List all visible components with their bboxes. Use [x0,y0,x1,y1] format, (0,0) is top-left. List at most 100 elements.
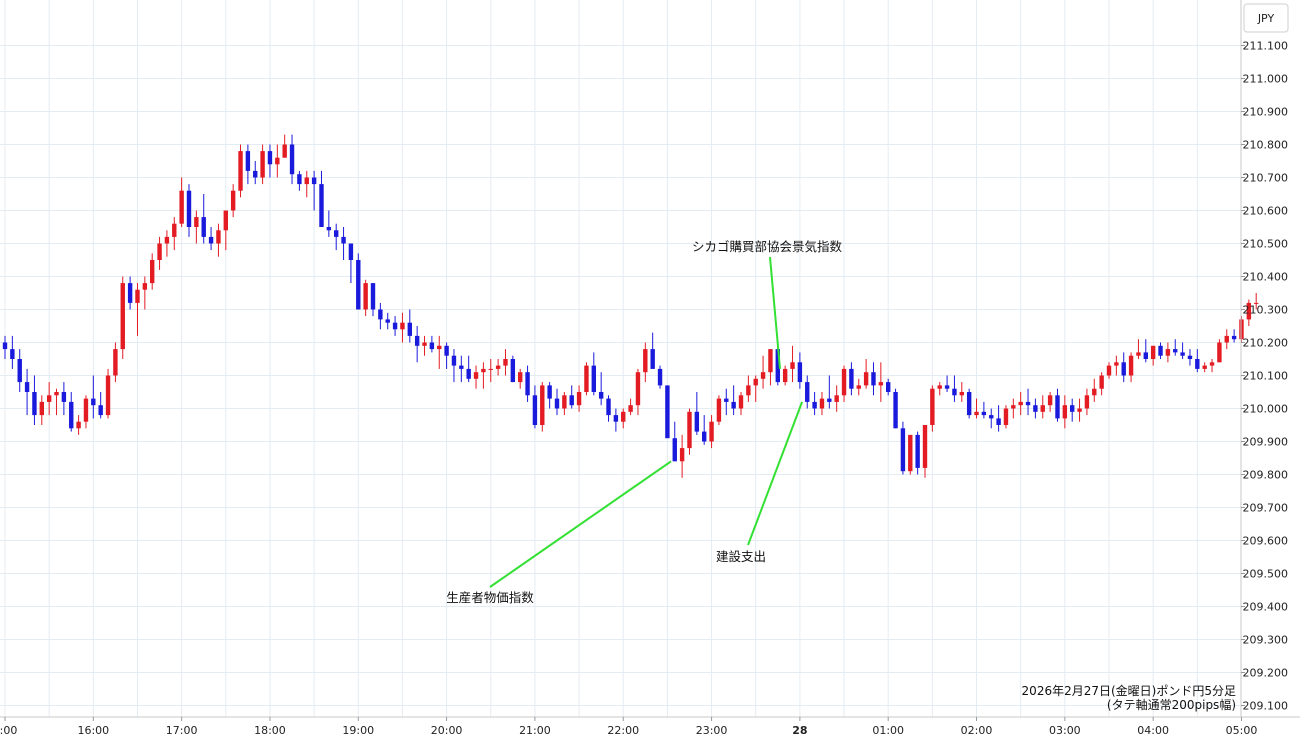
candle-body [930,388,935,425]
candle-body [687,411,692,449]
candle [311,170,317,211]
y-tick-label: 209.700 [1243,502,1289,515]
candle-body [473,372,479,379]
candle [83,395,89,429]
candle [150,253,155,290]
candle [613,408,619,432]
candle-body [1062,405,1068,419]
candle-body [363,283,368,310]
candle [363,279,368,317]
candle-body [282,144,287,158]
candle-body [481,368,486,373]
candle-body [370,283,376,310]
candle-body [598,392,604,399]
candle [996,405,1001,432]
candle-body [348,243,354,260]
y-tick-label: 210.100 [1243,370,1289,383]
candle [819,392,825,416]
x-axis: 5:00 16:00 17:00 18:00 19:00 20:00 21:00 22:00 2… [0,717,1257,737]
candle-body [105,375,111,416]
y-tick-label: 210.800 [1243,139,1289,152]
y-tick-label: 210.600 [1243,205,1289,218]
candle [768,349,773,386]
candle [672,421,677,462]
candle [1180,342,1185,359]
candle [1018,392,1023,416]
candle [1040,395,1045,419]
candle-body [245,151,251,171]
candle-body [532,395,538,425]
candle-body [378,309,383,320]
candle-body [1150,345,1156,359]
candle [194,210,199,244]
candle [91,375,96,419]
candle [650,332,655,369]
x-tick-label: 20:00 [431,724,463,737]
candle [172,217,177,251]
caption-line-2: (タテ軸通常200pips幅) [1107,697,1236,712]
candle-body [253,170,258,178]
candle [1070,398,1075,422]
candle [908,434,913,475]
candle-body [665,385,670,439]
candle-body [702,431,707,442]
candle [473,365,479,389]
candle-body [304,177,309,185]
chart-caption: 2026年2月27日(金曜日)ポンド円5分足 (タテ軸通常200pips幅) [1022,683,1236,712]
candle [849,362,854,396]
candle [127,276,133,310]
candle [385,312,390,330]
candle-body [775,349,780,383]
candle-body [186,190,192,227]
candle-body [150,260,155,284]
candle [981,401,987,419]
candle-body [267,151,273,165]
y-tick-label: 209.300 [1243,634,1289,647]
candle-body [709,421,714,442]
candle [694,392,700,435]
candle-body [164,236,170,244]
candle-body [989,415,994,419]
candle-body [1231,335,1237,340]
candle [120,276,125,359]
candle-body [24,382,30,392]
candle-body [1025,401,1031,406]
candle-body [1209,362,1215,366]
candle [782,365,788,386]
candle [429,335,435,353]
grid-lines [0,0,1241,717]
candle [304,170,309,198]
y-tick-label: 210.300 [1243,304,1289,317]
candle [937,382,942,396]
candle [1128,352,1134,383]
candle [1224,329,1229,350]
candle-body [1195,359,1200,369]
candle-body [731,401,736,409]
x-tick-label: 04:00 [1137,724,1169,737]
candle [208,227,214,251]
candle [989,408,994,429]
candle-body [1092,388,1097,396]
candle [731,385,736,416]
candle-body [871,372,876,386]
candle [966,388,972,419]
candle-body [275,157,280,165]
candle-body [547,385,552,399]
candle [164,230,170,257]
annotation-label: シカゴ購買部協会景気指数 [692,239,843,254]
candle-body [297,174,302,185]
candle [32,375,37,425]
candle-body [1055,395,1060,419]
y-tick-label: 209.200 [1243,667,1289,680]
candle [1092,378,1097,402]
candle [400,312,405,343]
candle-body [223,210,228,231]
candle-body [900,428,906,472]
candle [827,375,832,409]
candle-body [429,342,435,350]
candle-body [334,230,339,237]
annotation-label: 生産者物価指数 [446,590,534,605]
candle [275,144,280,178]
candle-body [746,385,751,396]
x-tick-label: 03:00 [1049,724,1081,737]
